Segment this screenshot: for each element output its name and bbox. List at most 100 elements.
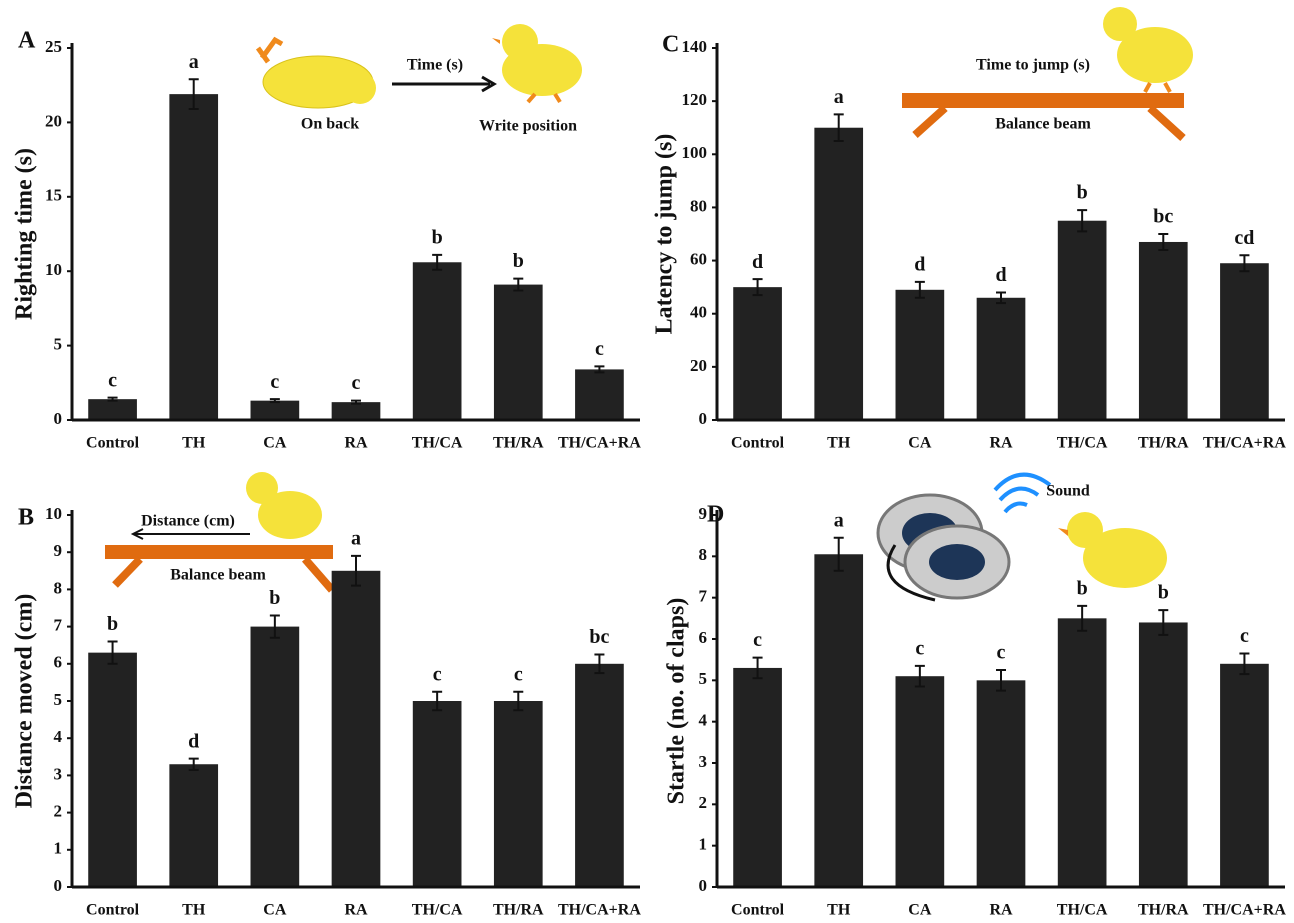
- y-tick-label: 0: [699, 409, 708, 428]
- bar: [413, 262, 462, 420]
- annotation: Balance beam: [995, 116, 1091, 133]
- annotation: Distance (cm): [141, 513, 235, 530]
- y-axis-label: Latency to jump (s): [652, 134, 678, 335]
- bar: [814, 554, 863, 887]
- annotation: Balance beam: [170, 567, 266, 584]
- bar: [575, 664, 624, 887]
- significance-letter: b: [1077, 578, 1088, 600]
- bar: [977, 680, 1026, 887]
- y-tick-label: 5: [54, 690, 63, 709]
- x-tick-label: Control: [731, 435, 785, 452]
- bar: [251, 401, 300, 420]
- significance-letter: d: [752, 251, 763, 273]
- bar: [1220, 664, 1269, 887]
- significance-letter: c: [514, 663, 523, 685]
- y-tick-label: 2: [54, 802, 63, 821]
- panel-label: A: [18, 28, 36, 54]
- x-tick-label: TH: [182, 435, 206, 452]
- x-tick-label: TH/CA: [412, 435, 463, 452]
- y-tick-label: 80: [690, 196, 707, 215]
- significance-letter: d: [995, 264, 1006, 286]
- bar: [896, 290, 945, 420]
- significance-letter: c: [595, 338, 604, 360]
- bar: [977, 298, 1026, 420]
- panel-label: C: [662, 32, 679, 58]
- y-tick-label: 4: [699, 711, 708, 730]
- significance-letter: bc: [1153, 206, 1173, 228]
- x-tick-label: CA: [263, 902, 287, 919]
- x-tick-label: Control: [731, 902, 785, 919]
- significance-letter: c: [997, 642, 1006, 664]
- y-axis-label: Distance moved (cm): [12, 594, 38, 809]
- bar: [251, 627, 300, 887]
- y-tick-label: 5: [699, 669, 708, 688]
- y-tick-label: 60: [690, 249, 707, 268]
- significance-letter: d: [188, 730, 199, 752]
- x-tick-label: TH/CA+RA: [1203, 435, 1286, 452]
- y-tick-label: 100: [682, 143, 708, 162]
- bar: [332, 402, 381, 420]
- x-tick-label: TH/CA: [1057, 435, 1108, 452]
- y-tick-label: 8: [699, 545, 708, 564]
- bar: [332, 571, 381, 887]
- significance-letter: b: [269, 587, 280, 609]
- bar: [1220, 263, 1269, 420]
- bar: [1058, 221, 1107, 420]
- significance-letter: a: [834, 86, 844, 108]
- bar: [88, 653, 137, 887]
- y-tick-label: 20: [45, 111, 62, 130]
- significance-letter: c: [1240, 625, 1249, 647]
- bar: [494, 701, 543, 887]
- bar: [169, 764, 218, 887]
- x-tick-label: TH/RA: [1138, 435, 1189, 452]
- x-tick-label: TH/RA: [493, 435, 544, 452]
- y-tick-label: 10: [45, 504, 62, 523]
- significance-letter: a: [351, 528, 361, 550]
- bar: [733, 668, 782, 887]
- significance-letter: c: [270, 371, 279, 393]
- y-axis-label: Righting time (s): [12, 148, 38, 320]
- significance-letter: b: [1077, 182, 1088, 204]
- y-tick-label: 6: [54, 653, 63, 672]
- annotation: Sound: [1046, 483, 1090, 500]
- bar: [896, 676, 945, 887]
- significance-letter: b: [432, 226, 443, 248]
- x-tick-label: RA: [989, 435, 1013, 452]
- y-tick-label: 7: [54, 616, 63, 635]
- bar: [733, 287, 782, 420]
- y-tick-label: 7: [699, 587, 708, 606]
- x-tick-label: TH/RA: [1138, 902, 1189, 919]
- significance-letter: c: [915, 637, 924, 659]
- panel-label: B: [18, 505, 34, 531]
- y-tick-label: 5: [54, 335, 63, 354]
- significance-letter: c: [352, 372, 361, 394]
- y-tick-label: 140: [682, 37, 708, 56]
- x-tick-label: Control: [86, 435, 140, 452]
- y-tick-label: 120: [682, 90, 708, 109]
- x-tick-label: RA: [344, 435, 368, 452]
- y-tick-label: 20: [690, 356, 707, 375]
- y-tick-label: 1: [54, 839, 63, 858]
- x-tick-label: TH/CA+RA: [558, 902, 641, 919]
- y-axis-label: Startle (no. of claps): [664, 598, 690, 805]
- significance-letter: d: [914, 253, 925, 275]
- annotation: Time (s): [407, 57, 463, 74]
- x-tick-label: TH/RA: [493, 902, 544, 919]
- figure: ARighting time (s)0510152025ControlcTHaC…: [0, 0, 1294, 923]
- y-tick-label: 8: [54, 578, 63, 597]
- significance-letter: bc: [589, 626, 609, 648]
- significance-letter: cd: [1234, 227, 1254, 249]
- y-tick-label: 40: [690, 303, 707, 322]
- x-tick-label: CA: [263, 435, 287, 452]
- y-tick-label: 0: [54, 876, 63, 895]
- bar: [1139, 242, 1188, 420]
- bar: [814, 128, 863, 420]
- significance-letter: b: [513, 250, 524, 272]
- x-tick-label: RA: [989, 902, 1013, 919]
- y-tick-label: 1: [699, 835, 708, 854]
- bar: [494, 285, 543, 420]
- significance-letter: a: [189, 51, 199, 73]
- y-tick-label: 9: [54, 541, 63, 560]
- bar: [575, 369, 624, 420]
- significance-letter: c: [433, 663, 442, 685]
